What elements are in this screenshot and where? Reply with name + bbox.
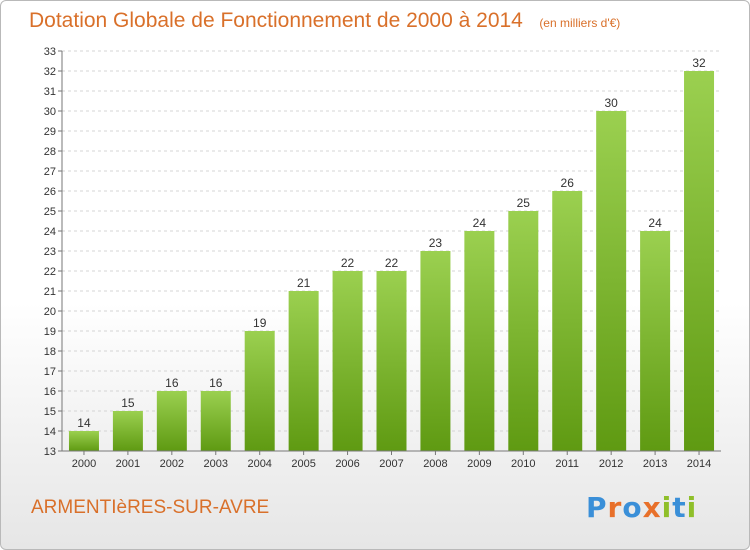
title-main: Dotation Globale de Fonctionnement de 20… — [29, 9, 523, 32]
x-tick-label: 2014 — [687, 458, 711, 470]
x-tick-label: 2012 — [599, 458, 623, 470]
x-tick-label: 2001 — [116, 458, 140, 470]
x-tick-label: 2010 — [511, 458, 535, 470]
bar — [288, 291, 319, 451]
data-label: 22 — [385, 256, 399, 270]
bar — [552, 191, 583, 451]
y-tick-label: 25 — [44, 206, 56, 218]
bar — [376, 271, 407, 451]
bar — [112, 411, 143, 451]
logo-letter: i — [686, 491, 698, 524]
data-label: 22 — [341, 256, 355, 270]
data-label: 19 — [253, 316, 267, 330]
bar — [200, 391, 231, 451]
bar — [420, 251, 451, 451]
y-tick-label: 16 — [44, 386, 56, 398]
bar — [68, 431, 99, 451]
logo-letter: i — [661, 491, 673, 524]
y-tick-label: 19 — [44, 326, 56, 338]
proxiti-logo: Proxiti — [586, 491, 697, 524]
y-tick-label: 29 — [44, 126, 56, 138]
y-tick-label: 20 — [44, 306, 56, 318]
bar — [332, 271, 363, 451]
y-tick-label: 26 — [44, 186, 56, 198]
commune-name: ARMENTIèRES-SUR-AVRE — [31, 497, 270, 518]
data-label: 32 — [692, 56, 706, 70]
y-tick-label: 15 — [44, 406, 56, 418]
logo-letter: o — [622, 491, 643, 524]
x-tick-label: 2000 — [72, 458, 96, 470]
data-labels: 14 15 16 16 19 21 22 22 23 24 25 26 30 24 32 — [77, 56, 706, 430]
logo-letter: t — [672, 491, 687, 524]
bar — [596, 111, 627, 451]
y-tick-label: 18 — [44, 346, 56, 358]
bars — [68, 71, 715, 451]
data-label: 14 — [77, 416, 91, 430]
x-tick-label: 2011 — [555, 458, 579, 470]
y-tick-label: 32 — [44, 66, 56, 78]
logo-letter: P — [586, 491, 608, 524]
data-label: 21 — [297, 276, 311, 290]
logo-letter: r — [607, 491, 623, 524]
y-tick-label: 23 — [44, 246, 56, 258]
x-tick-label: 2007 — [379, 458, 403, 470]
x-tick-label: 2003 — [204, 458, 228, 470]
x-tick-label: 2008 — [423, 458, 447, 470]
y-tick-label: 30 — [44, 106, 56, 118]
data-label: 15 — [121, 396, 135, 410]
y-tick-label: 24 — [44, 226, 56, 238]
y-tick-label: 13 — [44, 446, 56, 458]
x-tick-label: 2002 — [160, 458, 184, 470]
title-unit: (en milliers d'€) — [539, 16, 621, 30]
data-label: 24 — [473, 216, 487, 230]
y-tick-label: 28 — [44, 146, 56, 158]
bar — [640, 231, 671, 451]
x-tick-label: 2013 — [643, 458, 667, 470]
chart-title: Dotation Globale de Fonctionnement de 20… — [29, 9, 620, 33]
bar — [684, 71, 715, 451]
y-tick-label: 21 — [44, 286, 56, 298]
y-tick-label: 27 — [44, 166, 56, 178]
y-tick-label: 17 — [44, 366, 56, 378]
x-tick-label: 2009 — [467, 458, 491, 470]
y-tick-label: 22 — [44, 266, 56, 278]
data-label: 25 — [517, 196, 531, 210]
x-tick-label: 2005 — [291, 458, 315, 470]
x-tick-label: 2006 — [335, 458, 359, 470]
bar — [156, 391, 187, 451]
axes: 13 14 15 16 17 18 19 20 21 22 23 24 25 26 27 28 29 30 31 32… — [44, 46, 721, 470]
bar — [244, 331, 275, 451]
data-label: 30 — [604, 96, 618, 110]
logo-letter: x — [642, 491, 662, 524]
data-label: 16 — [209, 376, 223, 390]
data-label: 16 — [165, 376, 179, 390]
y-tick-label: 33 — [44, 46, 56, 58]
bar — [464, 231, 495, 451]
x-tick-label: 2004 — [247, 458, 271, 470]
y-tick-label: 31 — [44, 86, 56, 98]
y-tick-label: 14 — [44, 426, 56, 438]
data-label: 23 — [429, 236, 443, 250]
data-label: 24 — [648, 216, 662, 230]
data-label: 26 — [561, 176, 575, 190]
bar — [508, 211, 539, 451]
